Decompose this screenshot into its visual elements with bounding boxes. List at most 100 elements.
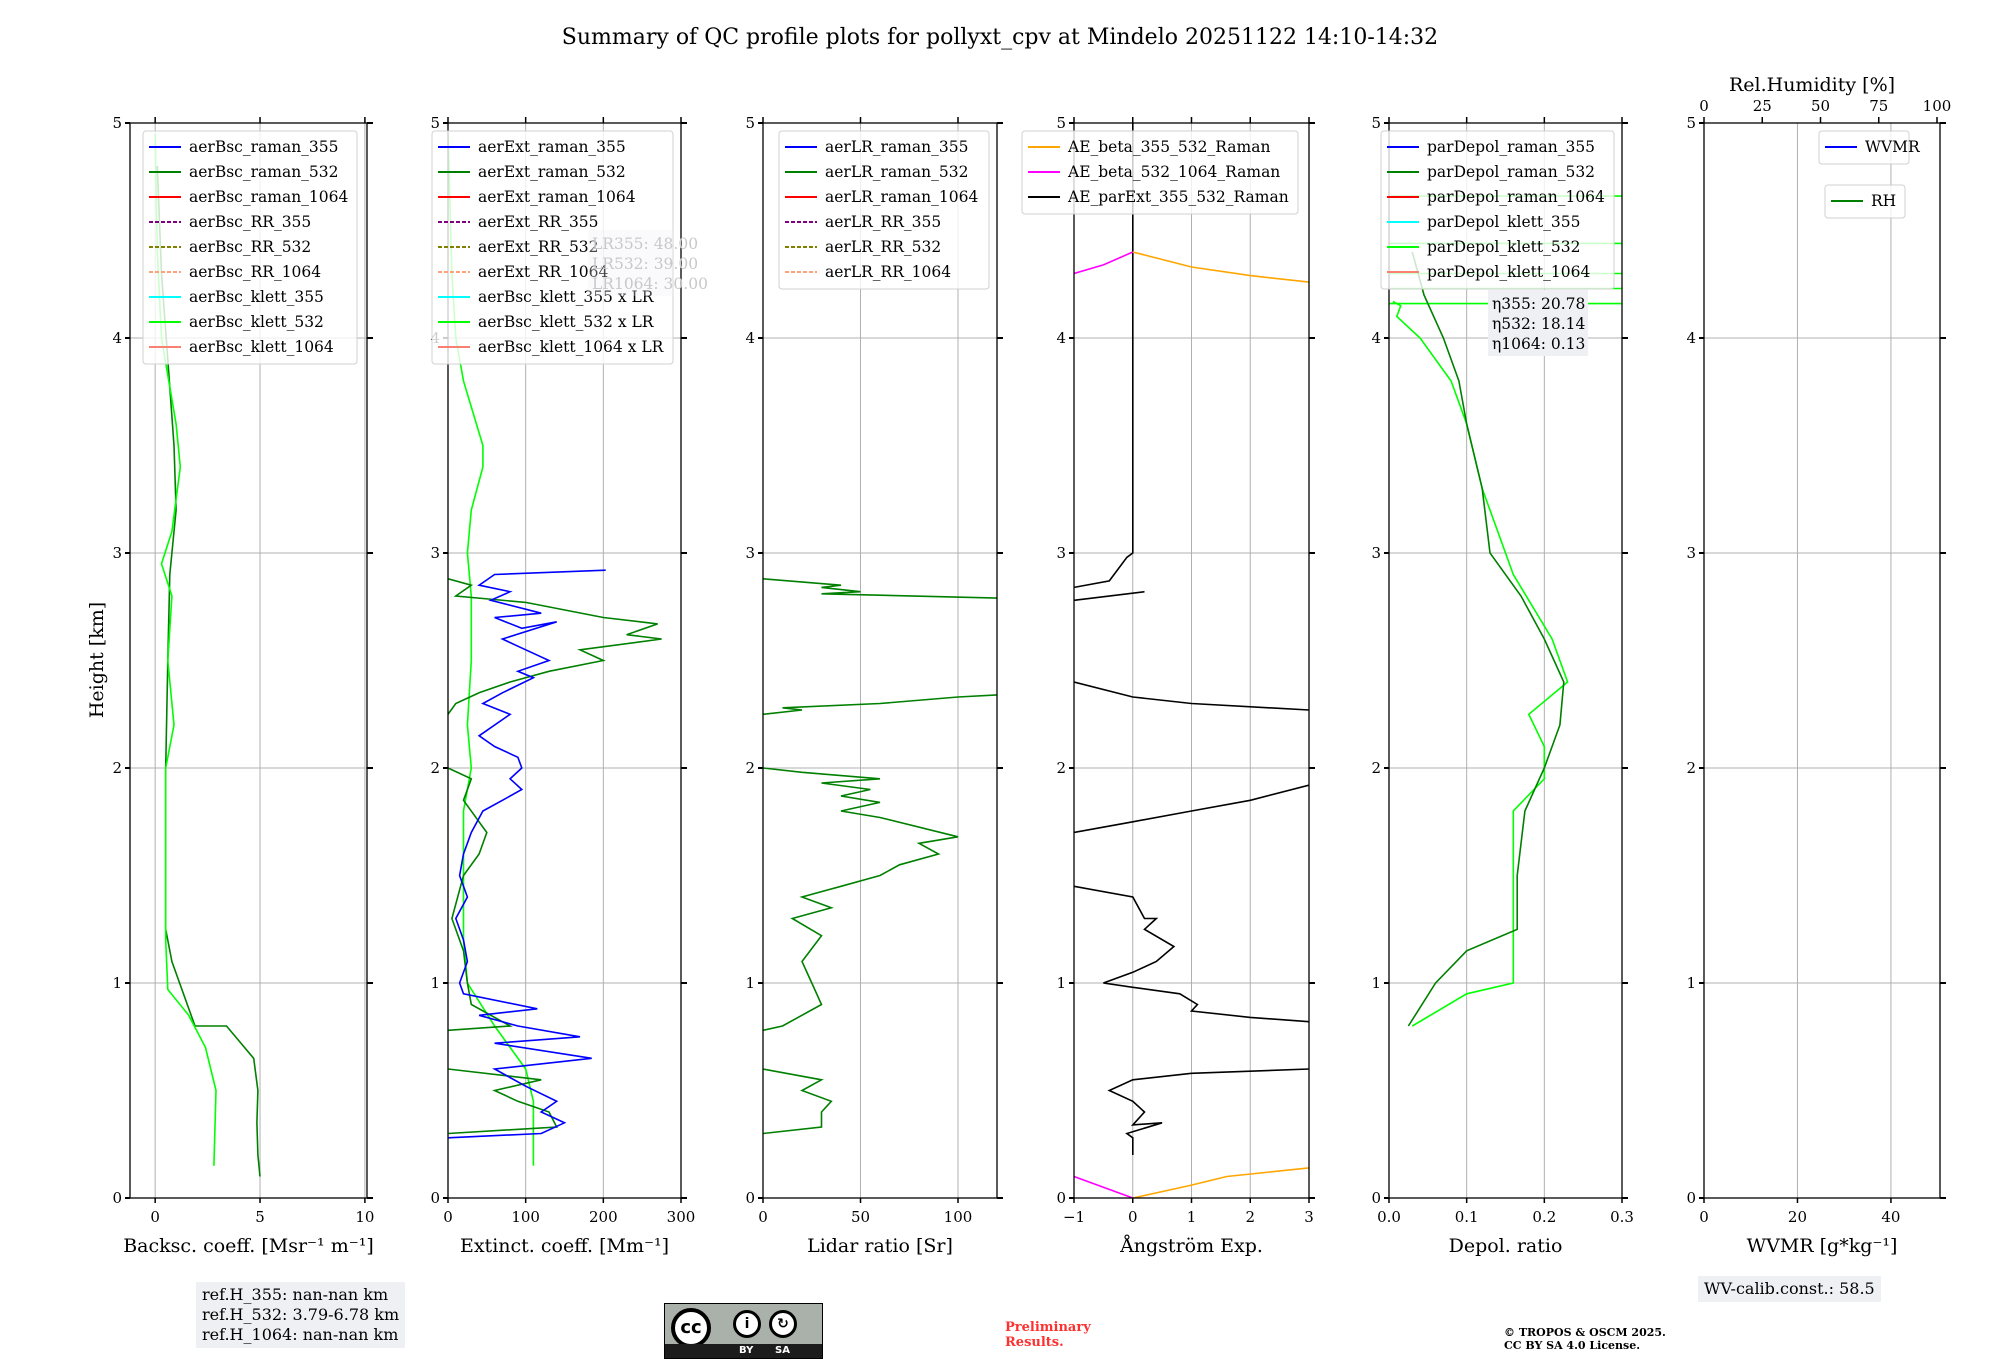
legend-label: aerLR_raman_1064 bbox=[825, 188, 978, 206]
legend-label: aerBsc_klett_355 x LR bbox=[478, 288, 655, 306]
legend-label: aerBsc_klett_355 bbox=[189, 288, 324, 306]
series-line-aerExt_raman_532 bbox=[448, 767, 513, 1032]
axes-frame bbox=[129, 122, 368, 1199]
legend-label: aerBsc_raman_355 bbox=[189, 138, 339, 156]
series-line-AE_parExt_355_532_Raman bbox=[1074, 784, 1309, 834]
legend: AE_beta_355_532_Raman AE_beta_532_1064_Ra… bbox=[1021, 130, 1299, 215]
legend-label: AE_beta_532_1064_Raman bbox=[1067, 163, 1280, 181]
axes-frame bbox=[1388, 122, 1623, 1199]
x-tick-label: 100 bbox=[511, 1208, 540, 1226]
legend-label: parDepol_raman_355 bbox=[1427, 138, 1595, 156]
series-group bbox=[448, 133, 662, 1166]
legend-label: aerBsc_RR_355 bbox=[189, 213, 311, 231]
axes-frame bbox=[762, 122, 998, 1199]
y-tick-label: 1 bbox=[1686, 974, 1696, 992]
legend: aerExt_raman_355 aerExt_raman_532 aerExt_r… bbox=[431, 130, 674, 365]
sa-share-icon: ↻ bbox=[769, 1310, 797, 1338]
series-line-aerLR_raman_532 bbox=[763, 767, 959, 1032]
legend-label: aerExt_raman_355 bbox=[478, 138, 626, 156]
y-tick-label: 4 bbox=[745, 329, 755, 347]
x-axis-label: Extinct. coeff. [Mm⁻¹] bbox=[460, 1235, 669, 1257]
y-tick-label: 0 bbox=[1371, 1189, 1381, 1207]
x-axis-label: WVMR [g*kg⁻¹] bbox=[1747, 1235, 1898, 1257]
top-x-axis-label: Rel.Humidity [%] bbox=[1729, 74, 1895, 96]
y-tick-label: 0 bbox=[430, 1189, 440, 1207]
x-tick-label: 40 bbox=[1881, 1208, 1900, 1226]
wv-calibration-box: WV-calib.const.: 58.5 bbox=[1698, 1276, 1881, 1302]
copyright-note: © TROPOS & OSCM 2025. CC BY SA 4.0 Licen… bbox=[1504, 1326, 1666, 1352]
x-tick-label: 300 bbox=[667, 1208, 696, 1226]
reference-height-box: ref.H_355: nan-nan km ref.H_532: 3.79-6.… bbox=[196, 1282, 406, 1348]
top-x-tick-label: 25 bbox=[1753, 97, 1772, 115]
series-line-AE_parExt_355_532_Raman bbox=[1074, 885, 1309, 1023]
legend-frame bbox=[1021, 130, 1299, 215]
legend-label: aerExt_RR_1064 bbox=[478, 263, 609, 281]
annotation-line: LR355: 48.00 bbox=[592, 235, 698, 253]
legend: parDepol_raman_355 parDepol_raman_532 parD… bbox=[1380, 130, 1615, 290]
series-line-parDepol_raman_532 bbox=[1407, 251, 1565, 1027]
x-tick-label: 0.2 bbox=[1532, 1208, 1556, 1226]
x-tick-label: 20 bbox=[1788, 1208, 1807, 1226]
x-tick-label: 100 bbox=[944, 1208, 973, 1226]
y-tick-label: 3 bbox=[1371, 544, 1381, 562]
y-tick-label: 2 bbox=[430, 759, 440, 777]
legend-label: aerBsc_raman_1064 bbox=[189, 188, 349, 206]
lidar-ratio-annotation: LR355: 48.00 LR532: 39.00 LR1064: 30.00 bbox=[588, 230, 708, 296]
legend-frame bbox=[142, 130, 358, 365]
x-tick-label: 0 bbox=[1699, 1208, 1709, 1226]
y-tick-label: 5 bbox=[745, 114, 755, 132]
x-tick-label: 10 bbox=[355, 1208, 374, 1226]
legend-frame bbox=[431, 130, 674, 365]
legend-label: parDepol_klett_355 bbox=[1427, 213, 1580, 231]
x-axis-label: Ångström Exp. bbox=[1119, 1235, 1263, 1257]
y-tick-label: 5 bbox=[112, 114, 122, 132]
cc-icon: cc bbox=[671, 1308, 711, 1348]
figure-title: Summary of QC profile plots for pollyxt_… bbox=[562, 25, 1438, 50]
series-line-aerLR_raman_532 bbox=[763, 694, 997, 716]
annotation-line: η532: 18.14 bbox=[1492, 315, 1586, 333]
series-group bbox=[1074, 123, 1309, 1198]
legend-label: aerLR_raman_355 bbox=[825, 138, 968, 156]
x-tick-label: 0 bbox=[150, 1208, 160, 1226]
series-group bbox=[154, 133, 261, 1177]
x-tick-label: 50 bbox=[851, 1208, 870, 1226]
series-line-parDepol_klett_532 bbox=[1392, 300, 1569, 1027]
y-tick-label: 2 bbox=[1371, 759, 1381, 777]
top-x-tick-label: 0 bbox=[1699, 97, 1709, 115]
series-line-aerLR_raman_532 bbox=[763, 1068, 833, 1135]
x-tick-label: 3 bbox=[1304, 1208, 1314, 1226]
legend-label: AE_beta_355_532_Raman bbox=[1067, 138, 1270, 156]
ref-height-355: ref.H_355: nan-nan km bbox=[202, 1285, 389, 1304]
y-axis-label: Height [km] bbox=[86, 602, 108, 718]
preliminary-results-note: Preliminary Results. bbox=[1005, 1320, 1091, 1350]
annotation-box bbox=[1488, 290, 1588, 356]
series-line-aerExt_raman_355 bbox=[448, 569, 606, 1139]
eta-annotation: η355: 20.78 η532: 18.14 η1064: 0.13 bbox=[1488, 290, 1588, 356]
y-tick-label: 4 bbox=[1686, 329, 1696, 347]
legend-label: aerBsc_raman_532 bbox=[189, 163, 339, 181]
x-axis-label: Backsc. coeff. [Msr⁻¹ m⁻¹] bbox=[123, 1235, 374, 1257]
legend: WVMR bbox=[1818, 130, 1921, 165]
series-line-AE_beta_532_1064_Raman bbox=[1074, 251, 1134, 275]
legend: aerLR_raman_355 aerLR_raman_532 aerLR_rama… bbox=[778, 130, 990, 290]
series-line-aerExt_raman_532 bbox=[448, 1068, 558, 1135]
x-tick-label: 2 bbox=[1245, 1208, 1255, 1226]
top-x-tick-label: 50 bbox=[1811, 97, 1830, 115]
annotation-line: η1064: 0.13 bbox=[1492, 335, 1585, 353]
y-tick-label: 1 bbox=[112, 974, 122, 992]
series-line-aerBsc_klett_532 bbox=[154, 133, 217, 1166]
y-tick-label: 5 bbox=[1056, 114, 1066, 132]
y-tick-label: 3 bbox=[1686, 544, 1696, 562]
legend-frame bbox=[778, 130, 990, 290]
x-tick-label: 0.1 bbox=[1455, 1208, 1479, 1226]
y-tick-label: 1 bbox=[430, 974, 440, 992]
y-tick-label: 4 bbox=[1371, 329, 1381, 347]
legend-label: RH bbox=[1871, 192, 1896, 210]
legend-label: aerExt_RR_355 bbox=[478, 213, 599, 231]
legend: RH bbox=[1824, 184, 1906, 219]
series-line-AE_parExt_355_532_Raman bbox=[1107, 1068, 1309, 1155]
axes-frame bbox=[447, 122, 682, 1199]
y-tick-label: 4 bbox=[112, 329, 122, 347]
panel-1: 0 5 10 0 1 2 3 4 5 Backsc. coeff. [Msr⁻¹ m⁻¹] aerB… bbox=[112, 114, 374, 1257]
